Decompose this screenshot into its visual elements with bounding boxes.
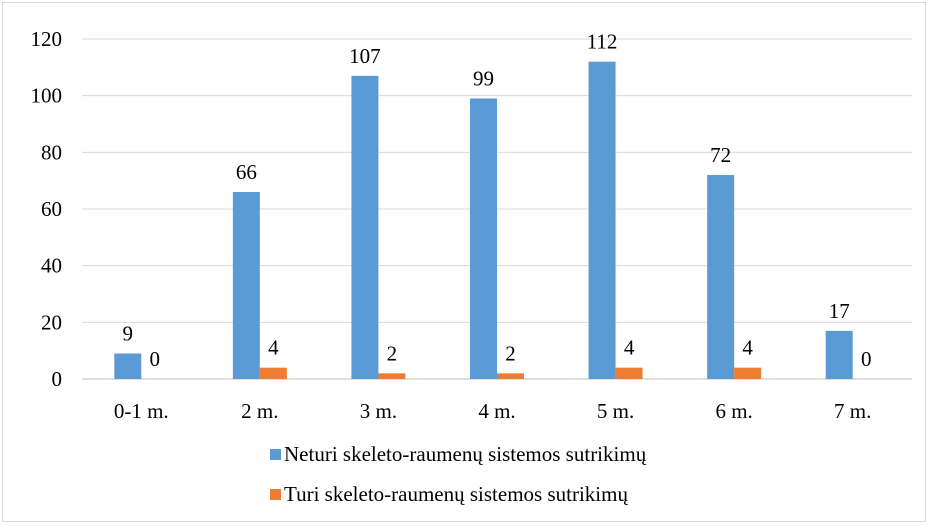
data-label: 4	[268, 336, 279, 360]
y-tick-label: 60	[41, 197, 62, 221]
data-label: 2	[505, 341, 516, 365]
bar-series-1	[825, 330, 853, 379]
bar-series-1	[470, 98, 497, 379]
y-tick-label: 40	[41, 254, 62, 278]
data-label: 17	[829, 299, 850, 323]
data-label: 0	[861, 347, 872, 371]
data-label: 99	[473, 67, 494, 91]
data-label: 2	[387, 341, 398, 365]
y-tick-label: 20	[41, 310, 62, 334]
data-label: 9	[123, 322, 134, 346]
category-label: 7 m.	[834, 399, 871, 423]
data-label: 107	[349, 44, 381, 68]
category-label: 5 m.	[597, 399, 634, 423]
category-label: 3 m.	[360, 399, 397, 423]
bar-series-2	[259, 367, 287, 379]
y-tick-label: 120	[31, 27, 63, 51]
legend-label: Turi skeleto-raumenų sistemos sutrikimų	[284, 482, 628, 506]
legend-swatch	[270, 449, 281, 460]
legend-label: Neturi skeleto-raumenų sistemos sutrikim…	[284, 442, 647, 466]
bar-series-1	[232, 192, 260, 379]
bar-series-2	[615, 367, 643, 379]
bar-series-2	[497, 373, 524, 379]
category-label: 4 m.	[478, 399, 515, 423]
data-label: 66	[236, 160, 257, 184]
data-label: 4	[624, 336, 635, 360]
category-label: 2 m.	[241, 399, 278, 423]
bar-series-1	[588, 61, 616, 380]
data-label: 112	[587, 30, 618, 54]
bar-series-1	[351, 75, 379, 379]
data-label: 72	[710, 143, 731, 167]
data-label: 4	[742, 336, 753, 360]
bar-series-1	[114, 353, 142, 379]
bar-series-1	[707, 175, 735, 379]
y-tick-label: 100	[31, 84, 63, 108]
category-label: 0-1 m.	[114, 399, 169, 423]
data-label: 0	[150, 347, 161, 371]
bar-series-2	[378, 373, 406, 379]
y-tick-label: 80	[41, 140, 62, 164]
legend-swatch	[270, 489, 281, 500]
category-label: 6 m.	[715, 399, 752, 423]
y-tick-label: 0	[52, 367, 63, 391]
bar-series-2	[734, 367, 762, 379]
